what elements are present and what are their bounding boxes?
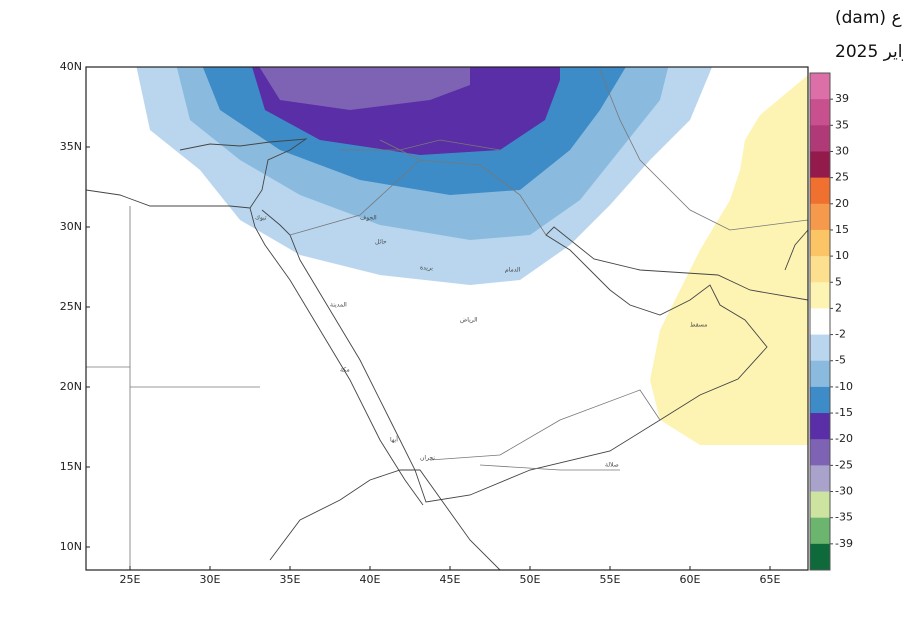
colorbar-bin — [810, 517, 830, 545]
lon-tick-label: 45E — [440, 573, 461, 586]
city-label: مكة — [340, 367, 350, 374]
colorbar-label: -25 — [835, 458, 853, 471]
colorbar-bin — [810, 99, 830, 126]
colorbar-label: -30 — [835, 485, 853, 498]
lon-tick-label: 65E — [760, 573, 781, 586]
map: تبوك الرياض الدمام المدينة مكة أبها نجرا… — [86, 67, 808, 570]
coastline — [269, 469, 501, 570]
colorbar-label: -39 — [835, 537, 853, 550]
coastline — [249, 207, 424, 506]
lat-tick-label: 40N — [60, 60, 82, 73]
lat-tick-label: 10N — [60, 540, 82, 553]
lon-tick-label: 60E — [680, 573, 701, 586]
lat-tick-label: 20N — [60, 380, 82, 393]
colorbar-label: 35 — [835, 118, 849, 131]
lat-tick-label: 30N — [60, 220, 82, 233]
colorbar-bin — [810, 73, 830, 100]
colorbar-label: -10 — [835, 380, 853, 393]
colorbar-label: 5 — [835, 275, 842, 288]
map-frame — [85, 66, 809, 571]
city-label: الرياض — [460, 317, 478, 324]
city-label: مسقط — [690, 322, 707, 329]
colorbar-bin — [810, 386, 830, 414]
city-label: نجران — [420, 455, 435, 462]
colorbar-bin — [810, 177, 830, 205]
anomaly-area — [650, 75, 808, 445]
colorbar-label: 39 — [835, 92, 849, 105]
lon-tick-label: 30E — [200, 573, 221, 586]
colorbar-label: 2 — [835, 301, 842, 314]
colorbar-label: -35 — [835, 511, 853, 524]
colorbar-label: 20 — [835, 197, 849, 210]
colorbar-label: -20 — [835, 432, 853, 445]
lat-tick-label: 15N — [60, 460, 82, 473]
city-label: الدمام — [505, 267, 521, 274]
colorbar-bin — [810, 491, 830, 519]
lon-tick-label: 50E — [520, 573, 541, 586]
border — [86, 69, 808, 570]
colorbar-label: -2 — [835, 328, 846, 341]
lon-tick-label: 55E — [600, 573, 621, 586]
lat-tick-label: 35N — [60, 140, 82, 153]
lon-tick-label: 35E — [280, 573, 301, 586]
anomaly-area — [259, 67, 470, 110]
colorbar-label: 30 — [835, 144, 849, 157]
coastline — [784, 229, 808, 271]
coastline — [261, 209, 808, 503]
city-label: بريدة — [420, 265, 433, 272]
colorbar-bin — [810, 465, 830, 493]
colorbar-label: 25 — [835, 171, 849, 184]
colorbar-label: -15 — [835, 406, 853, 419]
colorbar-bin — [810, 229, 830, 257]
colorbar-bin — [810, 308, 830, 336]
colorbar-bin — [810, 413, 830, 440]
colorbar-bin — [810, 543, 830, 571]
colorbar-bin — [810, 256, 830, 283]
colorbar-bin — [810, 360, 830, 388]
colorbar-bin — [810, 439, 830, 466]
city-label: الجوف — [360, 215, 377, 222]
lon-tick-label: 25E — [120, 573, 141, 586]
colorbar-bin — [810, 334, 830, 362]
city-label: حائل — [375, 239, 387, 246]
city-label: صلالة — [605, 462, 619, 469]
lat-tick-label: 25N — [60, 300, 82, 313]
lon-tick-label: 40E — [360, 573, 381, 586]
city-label: تبوك — [255, 215, 267, 222]
city-label: أبها — [390, 436, 398, 444]
colorbar-bin — [810, 203, 830, 231]
subtitle: تحديث [18Z] 20 فبراير 2025 -- [96] س -->… — [835, 42, 903, 62]
colorbar-label: 15 — [835, 223, 849, 236]
colorbar-bin — [810, 151, 830, 179]
colorbar-bin — [810, 282, 830, 309]
city-label: المدينة — [330, 302, 347, 309]
colorbar-label: 10 — [835, 249, 849, 262]
title: نموذج GFS - 500hPa - شذوذ الارتفاع (dam) — [835, 8, 903, 28]
coastline — [86, 138, 308, 209]
colorbar-label: -5 — [835, 354, 846, 367]
colorbar-bin — [810, 125, 830, 152]
colorbar-frame — [809, 72, 831, 571]
